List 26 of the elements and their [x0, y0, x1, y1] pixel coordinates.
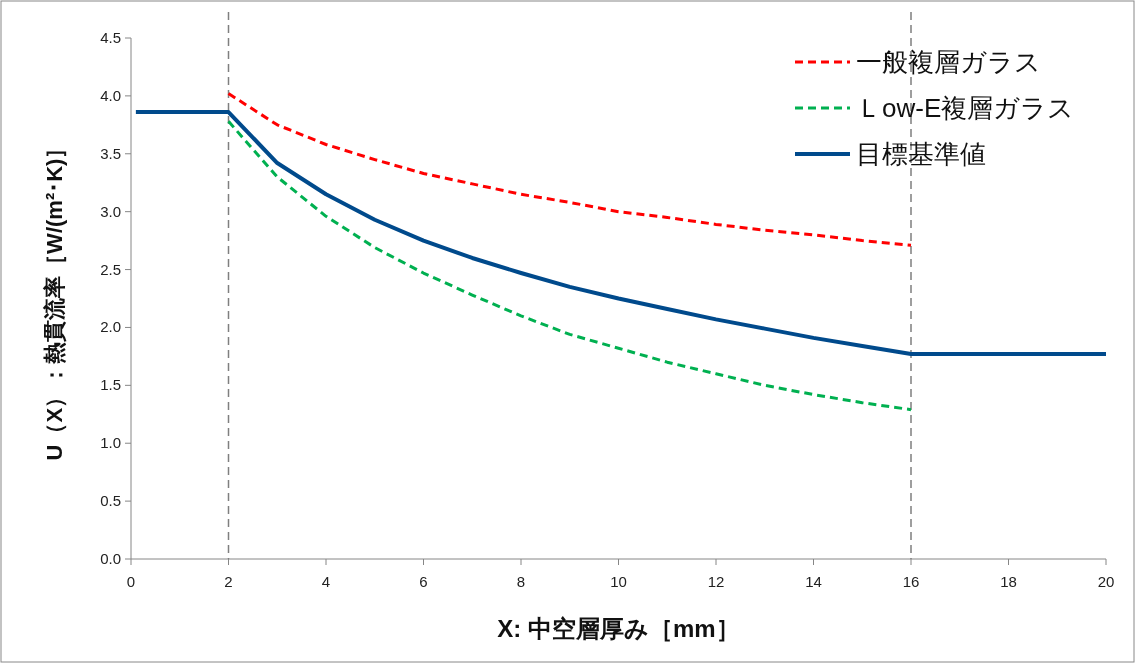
y-tick-label: 1.0 — [100, 434, 121, 452]
x-tick-label: 10 — [610, 573, 627, 590]
x-tick-label: 8 — [516, 573, 526, 590]
x-tick-label: 16 — [902, 573, 920, 590]
y-tick-label: 3.5 — [100, 144, 121, 162]
y-tick-label: 3.0 — [100, 202, 121, 220]
y-tick-label: 2.5 — [100, 260, 121, 278]
x-tick-label: 2 — [224, 573, 233, 590]
x-tick-label: 18 — [1000, 573, 1017, 590]
y-tick-label: 0.0 — [100, 550, 121, 567]
x-tick-label: 20 — [1097, 573, 1115, 590]
y-tick-label: 2.0 — [100, 318, 121, 336]
y-tick-label: 4.0 — [100, 86, 121, 104]
legend-label: Ｌow-E複層ガラス — [856, 93, 1075, 123]
x-tick-label: 14 — [805, 573, 822, 590]
legend-label: 目標基準値 — [856, 139, 986, 169]
legend-label: 一般複層ガラス — [856, 47, 1041, 77]
x-tick-label: 12 — [707, 573, 725, 590]
y-tick-label: 0.5 — [100, 492, 121, 510]
x-tick-label: 0 — [126, 573, 136, 590]
y-axis-title: U（X）：熱貫流率［W/(m²･K)］ — [42, 136, 67, 461]
y-tick-label: 4.5 — [100, 29, 121, 46]
x-tick-label: 4 — [321, 573, 331, 590]
x-tick-label: 6 — [419, 573, 428, 590]
y-tick-label: 1.5 — [100, 376, 121, 394]
x-axis-title: X: 中空層厚み［mm］ — [497, 615, 740, 642]
